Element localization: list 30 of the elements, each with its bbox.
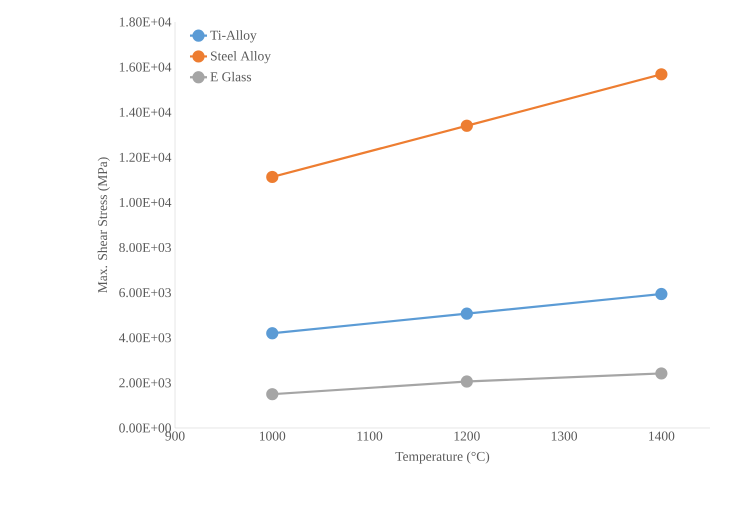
point: [655, 68, 668, 80]
y-tick-label: 1.60E+04: [120, 62, 172, 72]
point: [655, 288, 668, 300]
x-tick-label: 1300: [552, 432, 578, 441]
x-tick-label: 900: [165, 432, 185, 441]
point: [655, 367, 668, 380]
y-tick-label: 4.00E+03: [118, 333, 171, 342]
point: [460, 308, 473, 320]
legend-label: E Glass: [210, 72, 252, 82]
x-tick-label: 1400: [649, 432, 674, 441]
y-tick-label: 6.00E+03: [119, 288, 171, 298]
x-axis-title: Temperature (°C): [396, 451, 490, 464]
legend-label: Ti-Alloy: [210, 30, 257, 42]
y-axis-title: Max. Shear Stress (MPa): [98, 157, 110, 293]
y-tick-label: 1.00E+04: [120, 198, 172, 208]
y-tick-label: 1.80E+04: [120, 17, 172, 27]
point: [460, 120, 473, 132]
y-tick-label: 8.00E+03: [119, 242, 171, 252]
y-tick-label: 2.00E+03: [119, 378, 171, 388]
legend-label: Steel Alloy: [210, 51, 271, 64]
x-tick-label: 1200: [454, 432, 480, 441]
point: [266, 327, 278, 340]
y-tick-label: 0.00E+00: [119, 423, 171, 433]
x-tick-label: 1100: [358, 432, 382, 441]
point: [460, 375, 473, 388]
y-tick-label: 1.40E+04: [120, 108, 172, 117]
y-tick-label: 1.20E+04: [120, 152, 172, 162]
point: [266, 388, 278, 400]
point: [266, 170, 278, 184]
x-tick-label: 1000: [260, 432, 286, 441]
